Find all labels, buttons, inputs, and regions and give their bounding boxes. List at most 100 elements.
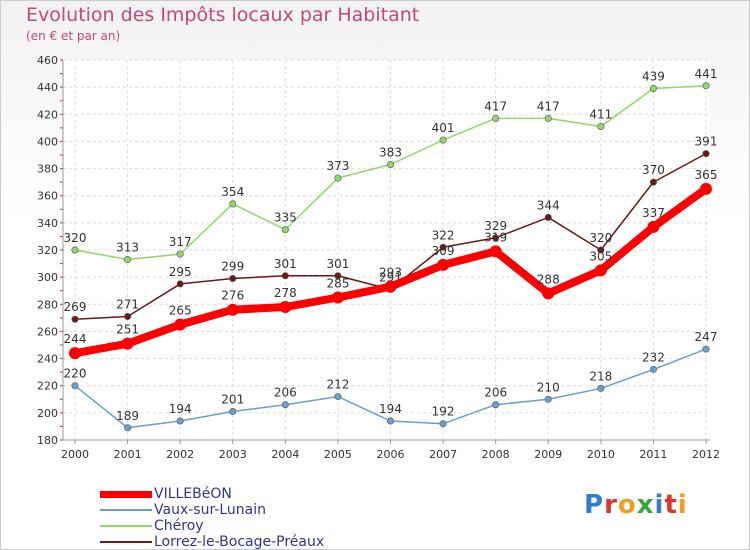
- data-label: 391: [695, 135, 718, 149]
- data-label: 320: [589, 231, 612, 245]
- y-tick-label: 220: [37, 380, 58, 393]
- data-point: [331, 291, 344, 304]
- data-point: [281, 401, 289, 409]
- data-point: [121, 337, 134, 350]
- legend-item-vaux-sur-lunain: Vaux-sur-Lunain: [100, 502, 324, 518]
- data-label: 247: [695, 330, 718, 344]
- x-tick-label: 2007: [429, 448, 457, 461]
- data-point: [492, 234, 500, 242]
- legend-label: Lorrez-le-Bocage-Préaux: [154, 534, 325, 550]
- data-label: 251: [116, 323, 139, 337]
- y-tick-label: 180: [37, 434, 58, 447]
- data-label: 441: [695, 67, 718, 81]
- data-label: 288: [537, 272, 560, 286]
- data-label: 335: [274, 211, 297, 225]
- legend-label: VILLEBéON: [154, 486, 232, 502]
- data-label: 265: [169, 304, 192, 318]
- y-tick-label: 400: [37, 135, 58, 148]
- data-label: 189: [116, 409, 139, 423]
- data-label: 383: [379, 146, 402, 160]
- data-label: 271: [116, 298, 139, 312]
- y-tick-label: 200: [37, 407, 58, 420]
- legend-item-lorrez: Lorrez-le-Bocage-Préaux: [100, 534, 324, 550]
- data-point: [437, 258, 450, 271]
- data-label: 218: [589, 369, 612, 383]
- data-point: [334, 272, 342, 280]
- data-point: [544, 114, 552, 122]
- data-label: 309: [432, 244, 455, 258]
- data-point: [281, 226, 289, 234]
- chart-subtitle: (en € et par an): [26, 29, 121, 43]
- y-tick-label: 440: [37, 81, 58, 94]
- data-label: 293: [379, 266, 402, 280]
- data-point: [544, 395, 552, 403]
- data-point: [597, 384, 605, 392]
- data-label: 210: [537, 380, 560, 394]
- data-point: [176, 250, 184, 258]
- legend-swatch: [100, 541, 152, 543]
- data-label: 220: [64, 367, 87, 381]
- x-tick-label: 2002: [166, 448, 194, 461]
- data-label: 373: [326, 159, 349, 173]
- data-point: [594, 264, 607, 277]
- legend-label: Vaux-sur-Lunain: [154, 502, 266, 518]
- data-point: [544, 213, 552, 221]
- y-tick-label: 360: [37, 190, 58, 203]
- data-label: 344: [537, 198, 560, 212]
- data-label: 269: [64, 300, 87, 314]
- data-point: [647, 220, 660, 233]
- legend-label: Chéroy: [154, 518, 204, 534]
- data-label: 295: [169, 265, 192, 279]
- data-point: [702, 150, 710, 158]
- data-label: 285: [326, 277, 349, 291]
- data-label: 194: [379, 402, 402, 416]
- data-label: 206: [484, 386, 507, 400]
- x-tick-label: 2010: [587, 448, 615, 461]
- data-label: 278: [274, 286, 297, 300]
- data-point: [124, 255, 132, 263]
- x-tick-label: 2004: [271, 448, 299, 461]
- data-point: [71, 315, 79, 323]
- data-label: 322: [432, 228, 455, 242]
- data-point: [492, 401, 500, 409]
- y-tick-label: 260: [37, 325, 58, 338]
- data-point: [69, 347, 81, 360]
- chart-title: Evolution des Impôts locaux par Habitant: [26, 4, 420, 26]
- data-point: [71, 246, 79, 254]
- x-tick-label: 2012: [692, 448, 720, 461]
- data-point: [334, 174, 342, 182]
- data-label: 417: [484, 99, 507, 113]
- data-label: 329: [484, 219, 507, 233]
- data-label: 370: [642, 163, 665, 177]
- legend-item-cheroy: Chéroy: [100, 518, 324, 534]
- data-label: 244: [64, 332, 87, 346]
- legend-swatch: [100, 490, 152, 498]
- y-tick-label: 320: [37, 244, 58, 257]
- x-tick-label: 2006: [377, 448, 405, 461]
- data-point: [174, 318, 187, 331]
- data-point: [702, 345, 710, 353]
- data-label: 299: [221, 260, 244, 274]
- data-label: 354: [221, 185, 244, 199]
- data-point: [176, 417, 184, 425]
- data-point: [702, 82, 710, 90]
- data-label: 212: [326, 378, 349, 392]
- data-label: 206: [274, 386, 297, 400]
- legend-item-villebeon: VILLEBéON: [100, 486, 324, 502]
- data-label: 365: [695, 168, 718, 182]
- data-point: [71, 382, 79, 390]
- data-point: [226, 303, 239, 316]
- data-point: [649, 365, 657, 373]
- data-point: [279, 301, 292, 313]
- data-label: 313: [116, 241, 139, 255]
- data-label: 194: [169, 402, 192, 416]
- x-tick-label: 2000: [61, 448, 89, 461]
- data-point: [229, 200, 237, 208]
- data-label: 301: [274, 257, 297, 271]
- x-tick-label: 2009: [534, 448, 562, 461]
- y-tick-label: 420: [37, 108, 58, 121]
- x-tick-label: 2001: [114, 448, 142, 461]
- x-tick-label: 2011: [639, 448, 667, 461]
- data-label: 439: [642, 70, 665, 84]
